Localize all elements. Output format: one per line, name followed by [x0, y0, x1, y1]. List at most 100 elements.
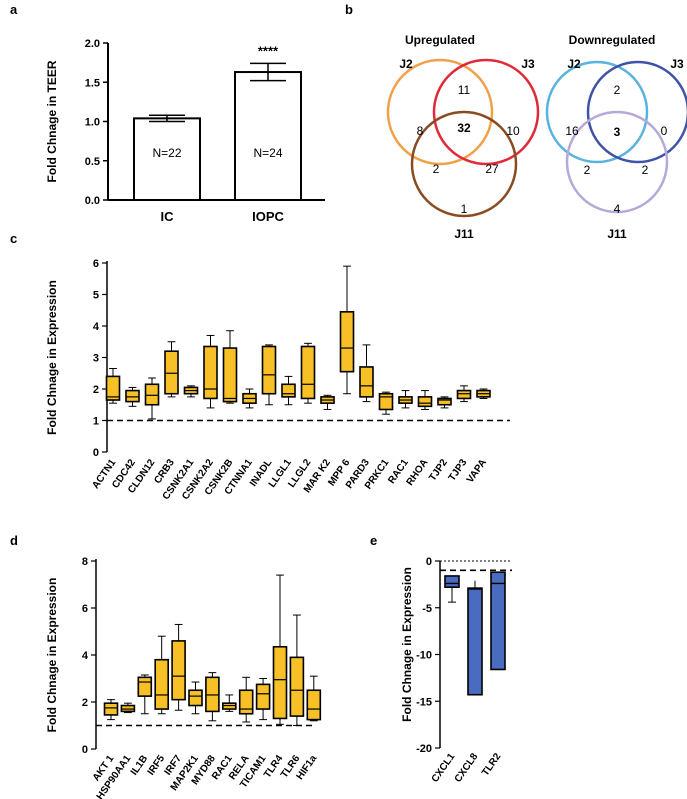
box	[359, 366, 374, 398]
x-tick-label: IL1B	[129, 753, 150, 777]
box	[188, 689, 203, 707]
venn-set-label: J11	[607, 227, 627, 241]
box	[238, 689, 254, 715]
y-tick-label: 2	[93, 384, 99, 396]
box	[456, 389, 472, 400]
venn-count: 2	[642, 163, 649, 177]
box	[281, 383, 296, 398]
bar-n-label: N=22	[152, 146, 181, 160]
bar	[490, 571, 506, 671]
y-tick-label: 1	[93, 416, 99, 428]
box	[203, 345, 218, 400]
box	[137, 676, 153, 697]
box	[222, 347, 238, 403]
venn-set-label: J11	[454, 227, 474, 241]
y-tick-label: 1.0	[85, 117, 100, 129]
venn-circle	[410, 110, 518, 218]
venn-title: Downregulated	[569, 33, 656, 47]
box	[339, 311, 355, 373]
significance-label: ****	[258, 43, 279, 58]
box	[300, 345, 316, 400]
venn-count: 4	[614, 202, 621, 216]
venn-set-label: J3	[521, 57, 535, 71]
venn-count: 0	[661, 124, 668, 138]
box	[306, 689, 322, 721]
venn-circle	[565, 110, 669, 214]
y-tick-label: -10	[416, 650, 432, 662]
box	[289, 656, 305, 717]
y-tick-label: 4	[93, 321, 100, 333]
y-tick-label: 6	[93, 258, 99, 270]
box	[378, 392, 394, 411]
box	[164, 350, 179, 395]
bar	[234, 71, 302, 201]
box	[171, 640, 186, 701]
venn-circle	[545, 60, 649, 164]
panel-label-c: c	[10, 231, 17, 246]
venn-count: 16	[565, 124, 579, 138]
x-tick-label: CXCL8	[453, 751, 481, 785]
y-tick-label: 0	[426, 556, 432, 568]
y-tick-label: -5	[422, 603, 432, 615]
venn-count: 27	[485, 162, 499, 176]
x-tick-label: IC	[161, 209, 175, 224]
bar-n-label: N=24	[253, 146, 282, 160]
venn-count: 2	[433, 162, 440, 176]
box	[255, 683, 271, 710]
box	[417, 396, 433, 408]
y-tick-label: 1.5	[85, 77, 100, 89]
box	[154, 658, 169, 710]
y-tick-label: 0	[82, 744, 88, 756]
y-tick-label: -20	[416, 743, 432, 755]
y-tick-label: 2	[82, 697, 88, 709]
venn-count: 3	[614, 125, 621, 139]
panel-c-boxplot: 0123456ACTN1CDC42CLDN12CRB3CSNK2A1CSNK2A…	[45, 258, 510, 502]
panel-e-barplot: 0 -5 -10 -15 -20 Fold Chnage in Expression CXC…	[400, 556, 512, 785]
y-axis-label: Fold Chnage in Expression	[45, 280, 59, 435]
venn-set-label: J2	[567, 57, 581, 71]
panel-label-e: e	[370, 533, 377, 548]
panel-a-teer-chart: 0.0 0.5 1.0 1.5 2.0 Fold Chnage in TEER N=22 IC…	[45, 38, 325, 224]
venn-count: 2	[584, 163, 591, 177]
y-tick-label: 0	[93, 447, 99, 459]
y-tick-label: 5	[93, 290, 99, 302]
y-tick-label: 6	[82, 603, 88, 615]
panel-label-a: a	[10, 2, 18, 17]
bar	[133, 117, 201, 201]
venn-count: 10	[506, 124, 520, 138]
venn-count: 8	[417, 124, 424, 138]
box	[261, 345, 277, 395]
y-tick-label: -15	[416, 696, 432, 708]
venn-circle	[386, 58, 494, 166]
x-tick-label: TLR2	[480, 751, 504, 778]
y-tick-label: 3	[93, 353, 99, 365]
y-tick-label: 0.0	[85, 195, 100, 207]
y-axis-label: Fold Chnage in TEER	[45, 60, 59, 182]
box	[437, 397, 452, 406]
panel-label-b: b	[345, 2, 353, 17]
venn-circle	[432, 58, 540, 166]
bar	[467, 587, 483, 696]
venn-set-label: J3	[670, 57, 684, 71]
x-tick-label: TJP2	[427, 457, 450, 483]
venn-count: 2	[614, 83, 621, 97]
venn-circle	[586, 60, 687, 164]
x-tick-label: IRF5	[146, 753, 168, 777]
y-axis-label: Fold Chnage in Expression	[400, 567, 414, 722]
y-tick-label: 0.5	[85, 156, 100, 168]
bar	[444, 575, 460, 588]
box	[105, 375, 121, 401]
y-axis-label: Fold Chnage in Expression	[45, 578, 59, 733]
venn-count: 1	[461, 202, 468, 216]
venn-title: Upregulated	[405, 33, 475, 47]
box	[125, 389, 140, 403]
x-tick-label: VAPA	[465, 457, 489, 485]
venn-set-label: J2	[399, 57, 413, 71]
panel-label-d: d	[10, 533, 18, 548]
box	[144, 383, 160, 406]
y-tick-label: 2.0	[85, 38, 100, 50]
y-tick-label: 8	[82, 556, 88, 568]
